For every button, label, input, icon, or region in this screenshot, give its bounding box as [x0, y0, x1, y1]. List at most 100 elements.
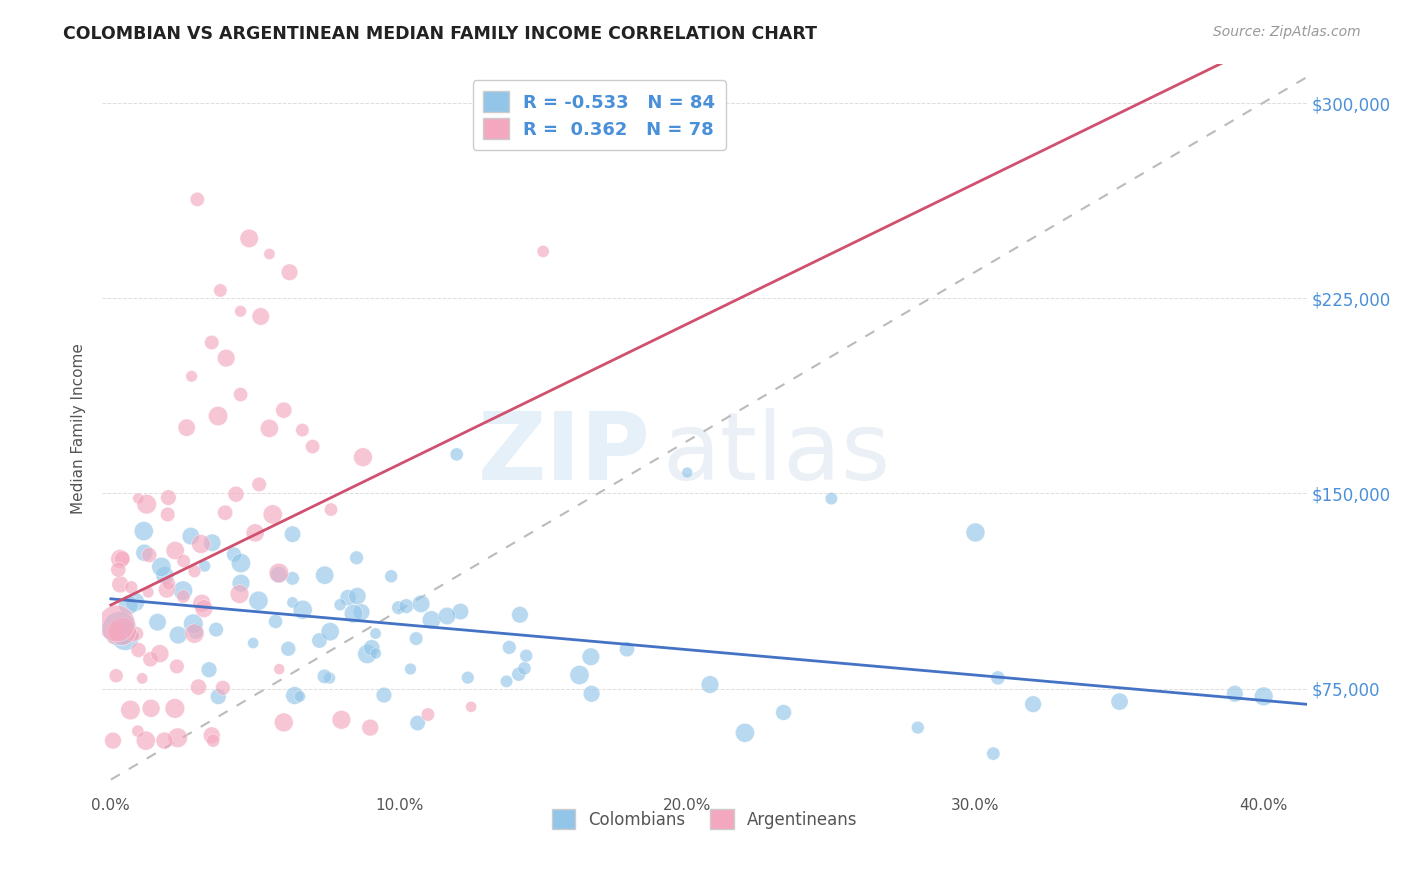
Point — [568, 668, 591, 682]
Point — [380, 569, 402, 583]
Point — [314, 568, 336, 582]
Point — [108, 552, 131, 566]
Point — [515, 648, 537, 663]
Point — [183, 626, 205, 640]
Point — [346, 589, 368, 603]
Point — [460, 699, 482, 714]
Point — [190, 537, 212, 551]
Point — [183, 564, 205, 578]
Point — [156, 582, 179, 597]
Point — [139, 652, 162, 666]
Text: COLOMBIAN VS ARGENTINEAN MEDIAN FAMILY INCOME CORRELATION CHART: COLOMBIAN VS ARGENTINEAN MEDIAN FAMILY I… — [63, 25, 817, 43]
Point — [211, 681, 233, 695]
Point — [247, 593, 270, 607]
Point — [269, 662, 291, 676]
Point — [981, 747, 1004, 761]
Point — [820, 491, 842, 506]
Point — [180, 529, 202, 543]
Point — [125, 626, 148, 640]
Point — [281, 527, 304, 541]
Point — [242, 636, 264, 650]
Point — [215, 351, 238, 365]
Point — [146, 615, 169, 630]
Point — [329, 598, 352, 612]
Point — [173, 554, 195, 568]
Point — [278, 265, 301, 279]
Point — [157, 576, 180, 591]
Point — [409, 597, 432, 611]
Point — [356, 647, 378, 661]
Point — [772, 706, 794, 720]
Point — [364, 626, 387, 640]
Point — [291, 423, 314, 437]
Point — [165, 543, 187, 558]
Point — [498, 640, 520, 655]
Point — [201, 728, 224, 742]
Point — [508, 667, 530, 681]
Point — [120, 580, 142, 594]
Point — [1223, 687, 1246, 701]
Point — [314, 669, 336, 683]
Text: Source: ZipAtlas.com: Source: ZipAtlas.com — [1213, 25, 1361, 39]
Point — [134, 546, 156, 560]
Text: ZIP: ZIP — [478, 408, 651, 500]
Point — [262, 508, 284, 522]
Point — [194, 559, 217, 574]
Point — [308, 633, 330, 648]
Point — [193, 601, 215, 615]
Point — [243, 525, 266, 540]
Point — [247, 477, 270, 491]
Point — [283, 689, 305, 703]
Point — [149, 647, 172, 661]
Point — [987, 671, 1010, 685]
Point — [267, 567, 290, 582]
Point — [259, 421, 281, 435]
Point — [166, 659, 188, 673]
Point — [153, 568, 176, 582]
Point — [273, 715, 295, 730]
Point — [319, 624, 342, 639]
Point — [209, 284, 232, 298]
Point — [581, 687, 603, 701]
Point — [318, 671, 340, 685]
Point — [184, 624, 207, 639]
Point — [342, 607, 364, 621]
Point — [420, 613, 443, 627]
Point — [281, 571, 304, 585]
Point — [330, 713, 353, 727]
Point — [373, 688, 395, 702]
Point — [202, 733, 225, 747]
Point — [128, 643, 150, 657]
Point — [1108, 695, 1130, 709]
Point — [579, 649, 602, 664]
Point — [387, 600, 409, 615]
Point — [139, 701, 162, 715]
Point — [291, 603, 314, 617]
Point — [229, 556, 252, 570]
Point — [222, 548, 245, 562]
Point — [150, 560, 173, 574]
Point — [406, 716, 429, 731]
Point — [176, 420, 198, 434]
Point — [399, 662, 422, 676]
Point — [337, 591, 360, 605]
Point — [238, 231, 260, 245]
Point — [281, 595, 304, 609]
Point — [105, 616, 128, 631]
Point — [699, 677, 721, 691]
Point — [229, 576, 252, 591]
Point — [734, 726, 756, 740]
Point — [122, 628, 145, 642]
Point — [416, 707, 439, 722]
Point — [1253, 690, 1275, 704]
Point — [117, 599, 139, 613]
Point — [105, 669, 128, 683]
Point — [509, 607, 531, 622]
Point — [352, 450, 374, 465]
Point — [259, 247, 281, 261]
Y-axis label: Median Family Income: Median Family Income — [72, 343, 86, 514]
Point — [101, 733, 124, 747]
Point — [201, 335, 224, 350]
Point — [114, 630, 136, 644]
Point — [181, 616, 204, 631]
